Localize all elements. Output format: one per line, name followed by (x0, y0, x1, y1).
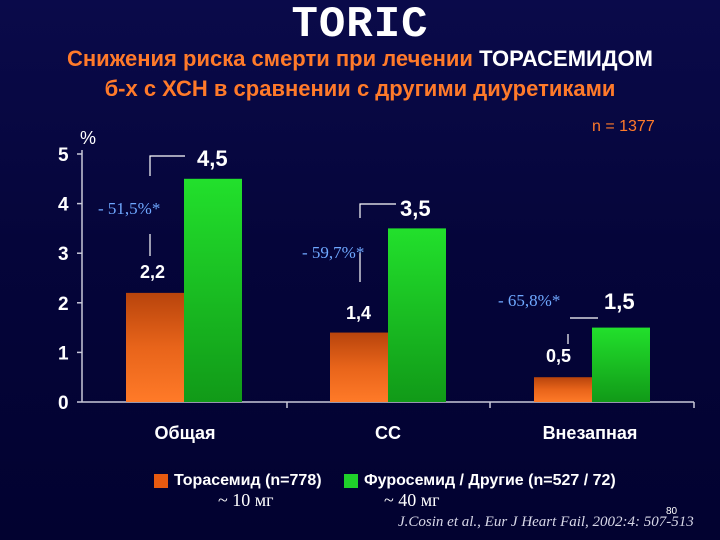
subtitle-line-2-end: диуретиками (473, 76, 616, 101)
reduction-annotation: - 59,7%* (302, 243, 364, 262)
subtitle-line-2-text: б-х с ХСН в сравнении с другими (104, 76, 468, 101)
page-number: 80 (666, 506, 678, 517)
slide-title: TORIC (291, 0, 429, 50)
legend-furosemide: Фуросемид / Другие (n=527 / 72) (344, 472, 616, 490)
x-category-label: СС (375, 423, 401, 443)
bracket-connector-1 (149, 155, 185, 256)
data-label-furosemide: 4,5 (197, 146, 228, 171)
bar-furosemide (388, 228, 446, 402)
subtitle-line-1-text: Снижения риска смерти при лечении (67, 46, 473, 71)
dose-torasemide: ~ 10 мг (218, 490, 274, 510)
y-tick-label: 1 (58, 343, 69, 364)
data-label-furosemide: 3,5 (400, 196, 431, 221)
y-tick-label: 2 (58, 294, 69, 315)
data-label-torasemide: 2,2 (140, 262, 165, 282)
bar-torasemide (126, 292, 184, 402)
x-category-label: Внезапная (543, 423, 638, 443)
bar-furosemide (592, 327, 650, 402)
x-category-label: Общая (154, 423, 215, 443)
subtitle-line-1: Снижения риска смерти при лечении ТОРАСЕ… (0, 46, 720, 72)
reduction-annotation: - 65,8%* (498, 291, 560, 310)
bar-torasemide (330, 332, 388, 402)
legend-label-torasemide: Торасемид (n=778) (174, 472, 322, 489)
data-label-torasemide: 0,5 (546, 346, 571, 366)
legend-label-furosemide: Фуросемид / Другие (n=527 / 72) (364, 472, 616, 489)
citation: J.Cosin et al., Eur J Heart Fail, 2002:4… (398, 514, 694, 530)
y-tick-label: 5 (58, 145, 69, 166)
bar-furosemide (184, 178, 242, 402)
dose-furosemide: ~ 40 мг (384, 490, 440, 510)
subtitle-line-2: б-х с ХСН в сравнении с другими диуретик… (0, 76, 720, 102)
bar-torasemide (534, 377, 592, 402)
bracket-connector-2 (359, 203, 396, 282)
legend-swatch-furosemide (344, 474, 358, 488)
subtitle-line-1-drug: ТОРАСЕМИДОМ (479, 46, 653, 71)
sample-size-label: n = 1377 (592, 118, 655, 135)
bracket-connector-3 (567, 317, 598, 344)
reduction-annotation: - 51,5%* (98, 199, 160, 218)
data-label-furosemide: 1,5 (604, 289, 635, 314)
legend-swatch-torasemide (154, 474, 168, 488)
y-tick-label: 0 (58, 393, 69, 414)
y-tick-label: 4 (58, 195, 69, 216)
y-tick-label: 3 (58, 244, 69, 265)
legend-torasemide: Торасемид (n=778) (154, 472, 322, 490)
data-label-torasemide: 1,4 (346, 303, 371, 323)
y-axis-unit-label: % (80, 128, 97, 148)
